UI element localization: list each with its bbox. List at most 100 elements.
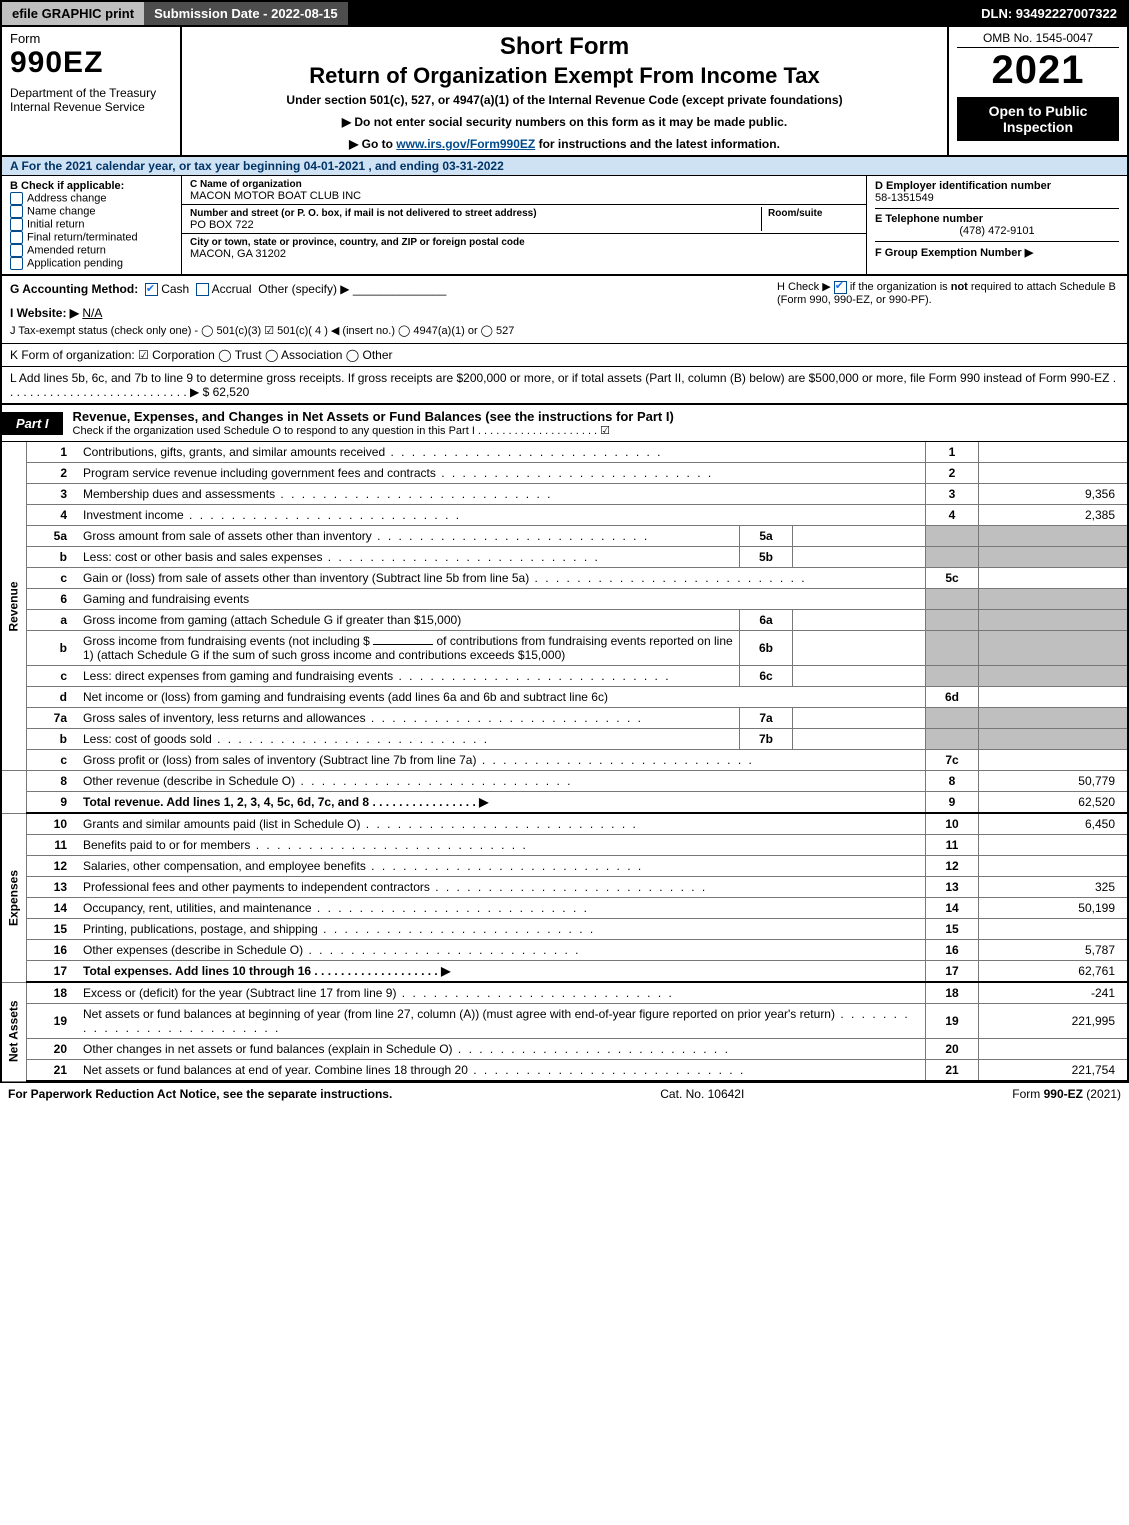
- h-not: not: [951, 281, 968, 293]
- efile-print-label[interactable]: efile GRAPHIC print: [2, 2, 144, 25]
- line-6a-shade: [926, 610, 979, 631]
- line-14-amt: 50,199: [979, 898, 1129, 919]
- g-cash: Cash: [161, 282, 189, 296]
- line-20-no: 20: [27, 1039, 78, 1060]
- line-6d-no: d: [27, 687, 78, 708]
- h-text1: H Check ▶: [777, 281, 834, 293]
- checkbox-initial-return[interactable]: [10, 218, 23, 231]
- line-7c-desc: Gross profit or (loss) from sales of inv…: [77, 750, 926, 771]
- line-18-no: 18: [27, 982, 78, 1004]
- line-5a-no: 5a: [27, 526, 78, 547]
- expenses-side-label: Expenses: [1, 813, 27, 982]
- line-21-amt: 221,754: [979, 1060, 1129, 1082]
- l-gross-receipts: L Add lines 5b, 6c, and 7b to line 9 to …: [0, 367, 1129, 405]
- checkbox-accrual[interactable]: [196, 283, 209, 296]
- line-17-no: 17: [27, 961, 78, 983]
- line-6-shade: [926, 589, 979, 610]
- line-8-col: 8: [926, 771, 979, 792]
- line-14-no: 14: [27, 898, 78, 919]
- line-19-col: 19: [926, 1004, 979, 1039]
- line-7a-minival: [793, 708, 926, 729]
- g-accrual: Accrual: [212, 282, 252, 296]
- line-6b-shade: [926, 631, 979, 666]
- b-item-1: Name change: [27, 205, 96, 217]
- g-label: G Accounting Method:: [10, 282, 138, 296]
- line-5c-col: 5c: [926, 568, 979, 589]
- form-number: 990EZ: [10, 46, 172, 80]
- line-18-amt: -241: [979, 982, 1129, 1004]
- line-16-no: 16: [27, 940, 78, 961]
- checkbox-address-change[interactable]: [10, 192, 23, 205]
- line-11-desc: Benefits paid to or for members: [77, 835, 926, 856]
- g-other: Other (specify) ▶: [258, 282, 349, 296]
- checkbox-cash[interactable]: [145, 283, 158, 296]
- line-6b-blank: [373, 644, 433, 645]
- line-21-desc: Net assets or fund balances at end of ye…: [77, 1060, 926, 1082]
- b-item-3: Final return/terminated: [27, 231, 138, 243]
- ssn-warning: ▶ Do not enter social security numbers o…: [190, 115, 939, 129]
- line-6c-desc: Less: direct expenses from gaming and fu…: [77, 666, 740, 687]
- line-17-col: 17: [926, 961, 979, 983]
- line-6a-desc: Gross income from gaming (attach Schedul…: [77, 610, 740, 631]
- line-7b-shade: [926, 729, 979, 750]
- line-7b-no: b: [27, 729, 78, 750]
- checkbox-schedule-b[interactable]: [834, 281, 847, 294]
- line-5b-no: b: [27, 547, 78, 568]
- line-19-amt: 221,995: [979, 1004, 1129, 1039]
- b-item-4: Amended return: [27, 244, 106, 256]
- line-16-amt: 5,787: [979, 940, 1129, 961]
- line-5a-desc: Gross amount from sale of assets other t…: [77, 526, 740, 547]
- c-city-label: City or town, state or province, country…: [190, 237, 525, 248]
- l-value: 62,520: [213, 385, 250, 399]
- line-11-amt: [979, 835, 1129, 856]
- checkbox-application-pending[interactable]: [10, 257, 23, 270]
- line-2-desc: Program service revenue including govern…: [77, 463, 926, 484]
- line-11-no: 11: [27, 835, 78, 856]
- line-18-col: 18: [926, 982, 979, 1004]
- line-6b-no: b: [27, 631, 78, 666]
- irs-link[interactable]: www.irs.gov/Form990EZ: [396, 137, 535, 151]
- checkbox-final-return[interactable]: [10, 231, 23, 244]
- line-17-desc: Total expenses. Add lines 10 through 16 …: [77, 961, 926, 983]
- title-return: Return of Organization Exempt From Incom…: [190, 63, 939, 89]
- org-city: MACON, GA 31202: [190, 248, 286, 260]
- line-6d-col: 6d: [926, 687, 979, 708]
- ein-value: 58-1351549: [875, 192, 934, 204]
- h-schedule-b: H Check ▶ if the organization is not req…: [777, 280, 1117, 306]
- line-6a-no: a: [27, 610, 78, 631]
- line-1-amt: [979, 442, 1129, 463]
- part-1-subtitle: Check if the organization used Schedule …: [73, 424, 1117, 437]
- line-13-desc: Professional fees and other payments to …: [77, 877, 926, 898]
- line-6c-shade: [926, 666, 979, 687]
- line-6c-no: c: [27, 666, 78, 687]
- line-5a-shade: [926, 526, 979, 547]
- line-10-amt: 6,450: [979, 813, 1129, 835]
- line-6-desc: Gaming and fundraising events: [77, 589, 926, 610]
- j-tax-exempt: J Tax-exempt status (check only one) - ◯…: [10, 324, 1119, 337]
- line-2-amt: [979, 463, 1129, 484]
- open-to-public: Open to Public Inspection: [957, 97, 1119, 141]
- footer-right: Form 990-EZ (2021): [1012, 1087, 1121, 1101]
- org-name: MACON MOTOR BOAT CLUB INC: [190, 190, 361, 202]
- line-7b-mini: 7b: [740, 729, 793, 750]
- section-b-checkboxes: B Check if applicable: Address change Na…: [2, 176, 182, 274]
- checkbox-name-change[interactable]: [10, 205, 23, 218]
- checkbox-amended-return[interactable]: [10, 244, 23, 257]
- revenue-side-cont: [1, 771, 27, 814]
- line-12-amt: [979, 856, 1129, 877]
- line-6d-desc: Net income or (loss) from gaming and fun…: [77, 687, 926, 708]
- form-word: Form: [10, 31, 172, 46]
- footer-left: For Paperwork Reduction Act Notice, see …: [8, 1087, 392, 1101]
- subtitle: Under section 501(c), 527, or 4947(a)(1)…: [190, 93, 939, 107]
- line-6c-minival: [793, 666, 926, 687]
- line-7a-shade: [926, 708, 979, 729]
- line-7c-amt: [979, 750, 1129, 771]
- tax-year: 2021: [957, 48, 1119, 93]
- line-20-amt: [979, 1039, 1129, 1060]
- line-21-no: 21: [27, 1060, 78, 1082]
- line-7a-mini: 7a: [740, 708, 793, 729]
- line-2-no: 2: [27, 463, 78, 484]
- line-6a-shade-amt: [979, 610, 1129, 631]
- footer-center: Cat. No. 10642I: [660, 1087, 744, 1101]
- line-15-amt: [979, 919, 1129, 940]
